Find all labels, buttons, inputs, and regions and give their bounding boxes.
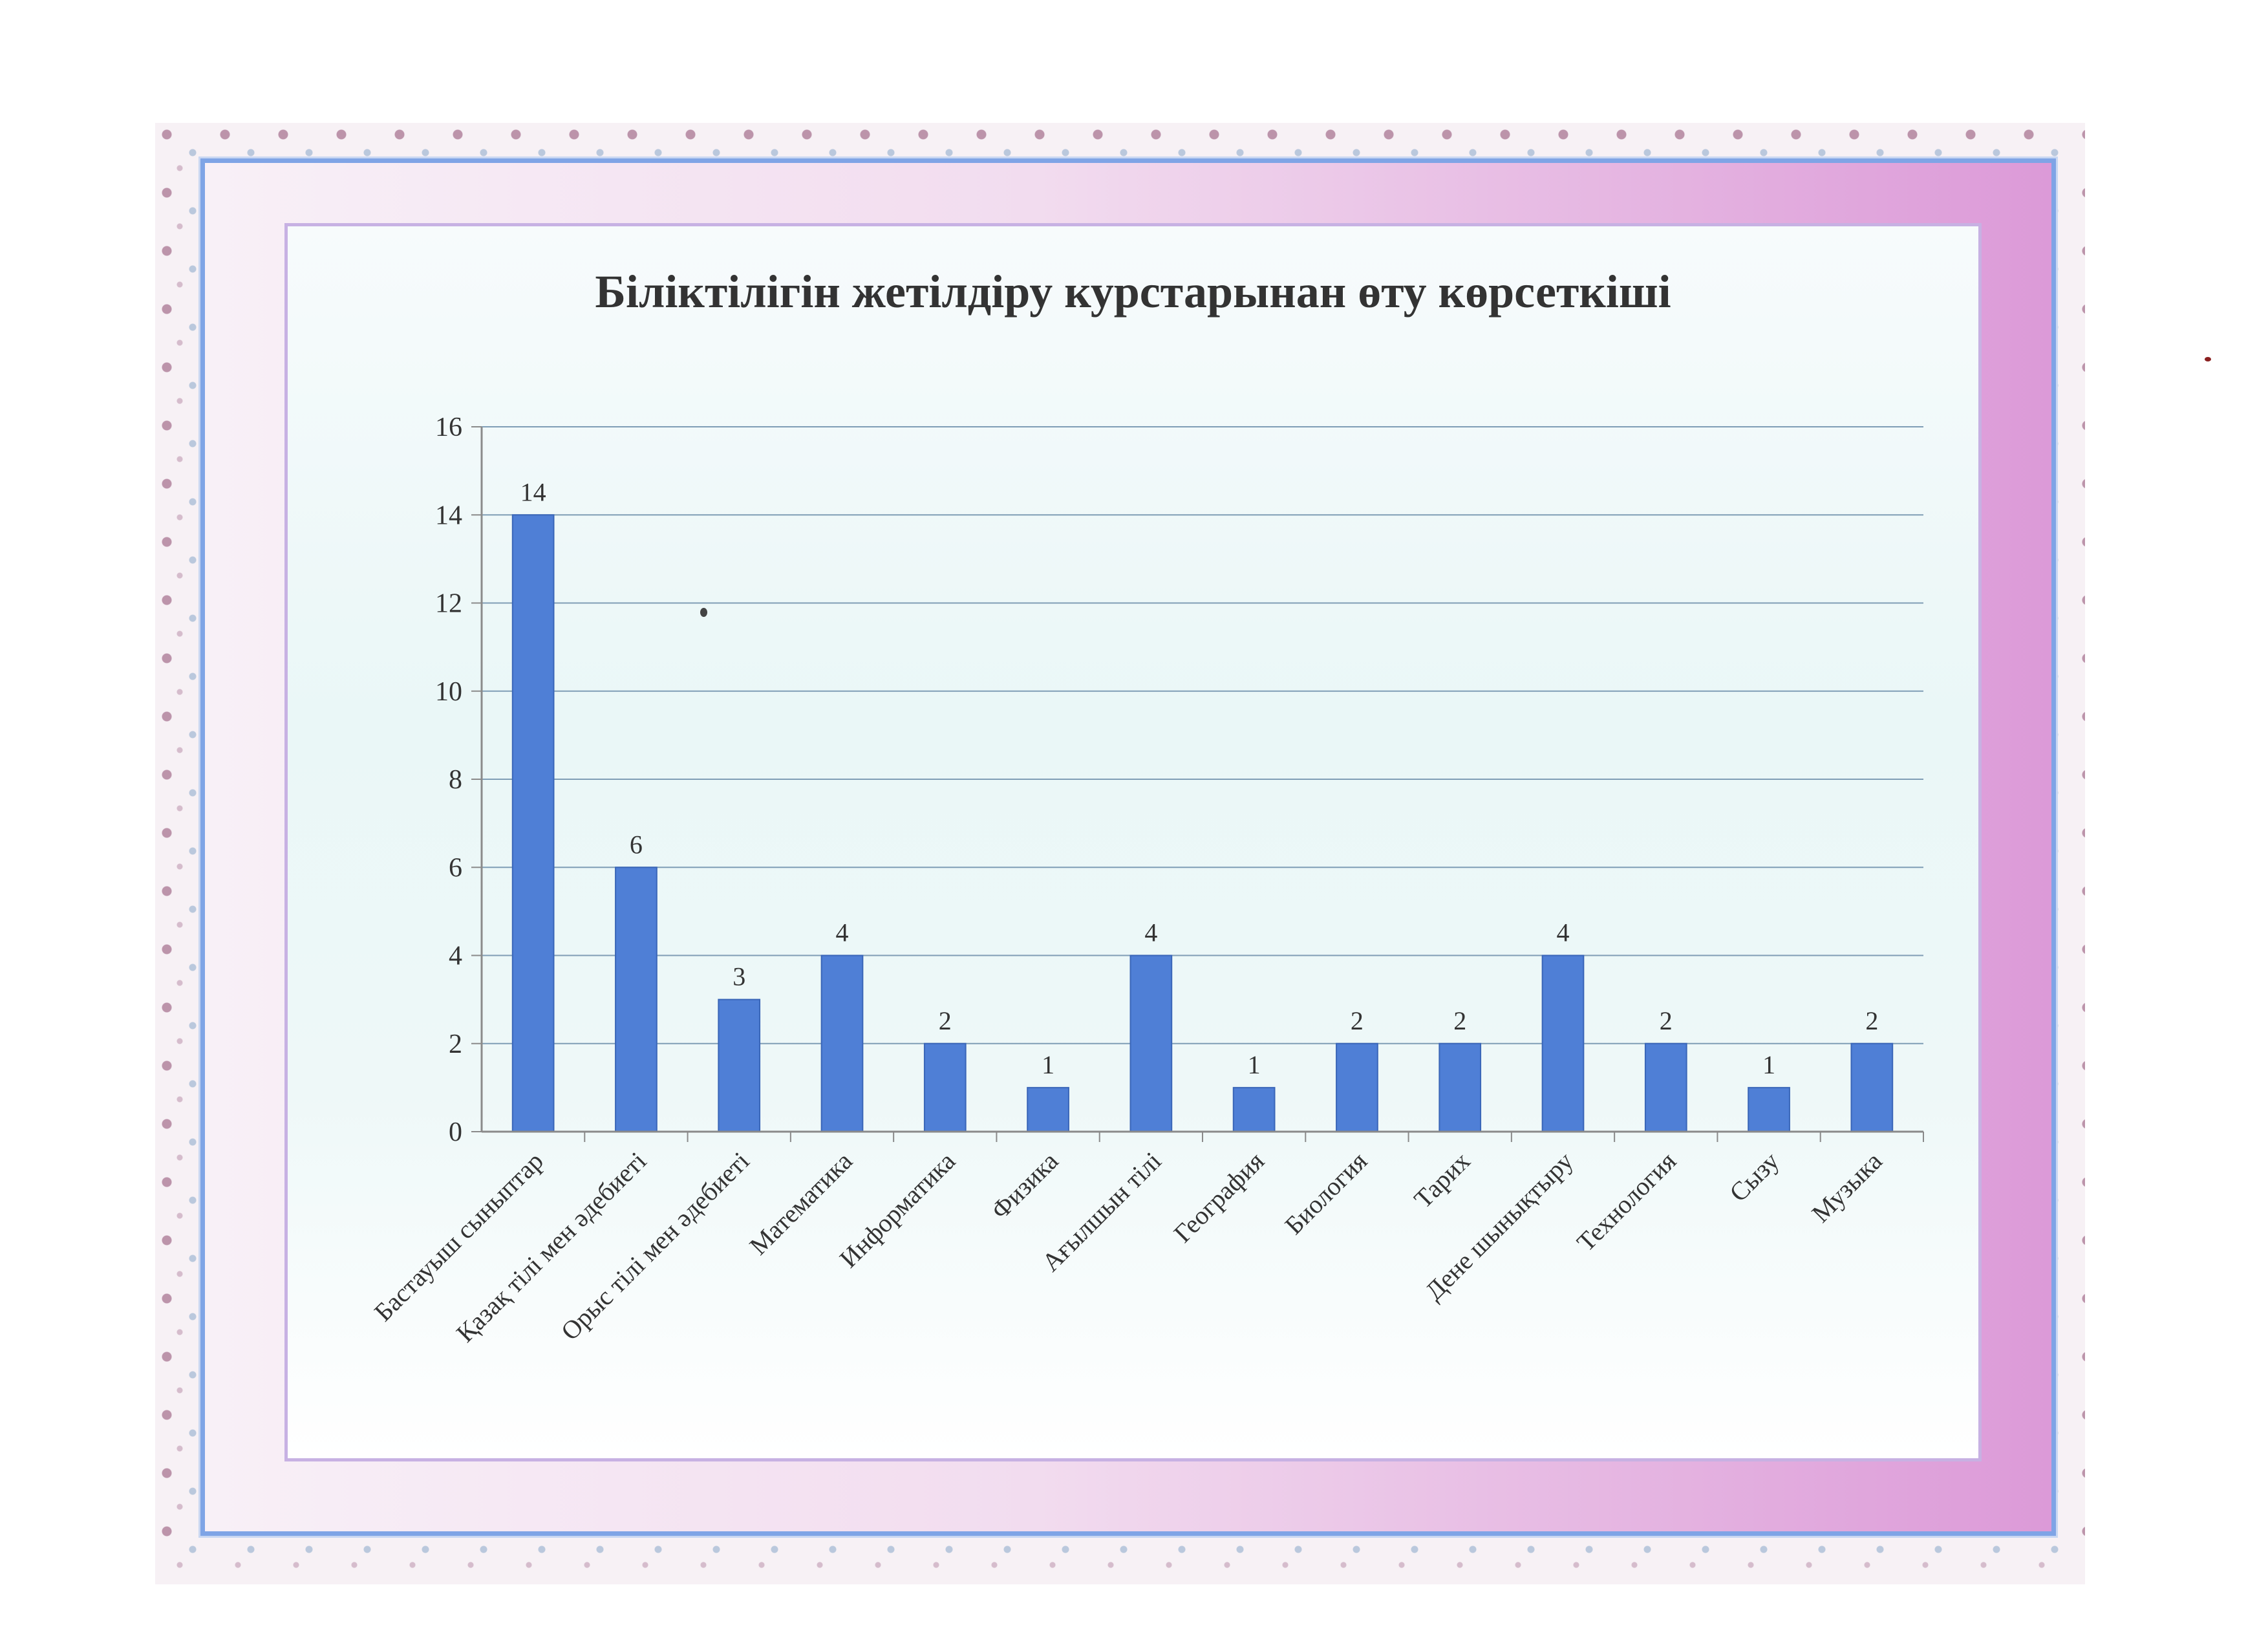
bar: [1027, 1086, 1069, 1132]
y-tick-label: 4: [449, 942, 462, 971]
data-label: 1: [1762, 1050, 1775, 1079]
y-tick-label: 2: [449, 1029, 462, 1059]
bar: [1541, 954, 1585, 1132]
bar: [1232, 1086, 1276, 1132]
category-label: Музыка: [1806, 1146, 1888, 1228]
bars: [511, 514, 1894, 1132]
bar: [511, 514, 555, 1132]
y-tick-label: 16: [435, 413, 462, 442]
data-label: 2: [939, 1006, 952, 1035]
scan-speck: [700, 608, 707, 617]
bar: [718, 998, 761, 1132]
data-label: 1: [1248, 1050, 1261, 1079]
bar: [1336, 1042, 1378, 1132]
bar: [923, 1042, 967, 1132]
data-label: 2: [1453, 1006, 1466, 1035]
scan-speck: [2205, 357, 2211, 361]
category-label: География: [1168, 1147, 1270, 1248]
y-tick-label: 14: [435, 501, 462, 530]
category-label: Биология: [1279, 1147, 1373, 1240]
data-label: 4: [1144, 918, 1157, 947]
category-label: Математика: [744, 1146, 858, 1260]
category-label: Тарих: [1408, 1147, 1475, 1214]
data-label: 4: [836, 918, 849, 947]
data-label: 2: [1351, 1006, 1364, 1035]
y-tick-label: 10: [435, 677, 462, 707]
bar: [1850, 1042, 1894, 1132]
category-label: Бастауыш сыныптар: [369, 1147, 549, 1327]
y-tick-label: 12: [435, 589, 462, 619]
bar: [1129, 954, 1173, 1132]
y-tick-label: 6: [449, 853, 462, 883]
axes: [471, 426, 1924, 1142]
data-label: 6: [630, 830, 643, 859]
chart-title: Біліктілігін жетілдіру курстарынан өту к…: [595, 266, 1671, 318]
data-label: 4: [1557, 918, 1570, 947]
chart-panel: Біліктілігін жетілдіру курстарынан өту к…: [284, 223, 1982, 1461]
data-label: 14: [520, 477, 546, 506]
bar: [1439, 1042, 1482, 1132]
category-label: Орыс тілі мен әдебиеті: [555, 1147, 755, 1346]
data-label: 2: [1660, 1006, 1673, 1035]
category-label: Қазақ тілі мен әдебиеті: [451, 1147, 652, 1348]
data-label: 2: [1865, 1006, 1878, 1035]
data-label: 1: [1042, 1050, 1054, 1079]
bar: [820, 954, 864, 1132]
bar: [1748, 1086, 1790, 1132]
data-label: 3: [733, 962, 745, 991]
y-tick-label: 8: [449, 765, 462, 795]
grid-lines: [482, 426, 1923, 1044]
y-tick-label: 0: [449, 1117, 462, 1147]
bar: [615, 867, 658, 1132]
category-label: Физика: [985, 1146, 1064, 1225]
category-label: Сызу: [1724, 1147, 1784, 1207]
category-label: Технология: [1571, 1147, 1682, 1257]
bar: [1644, 1042, 1687, 1132]
